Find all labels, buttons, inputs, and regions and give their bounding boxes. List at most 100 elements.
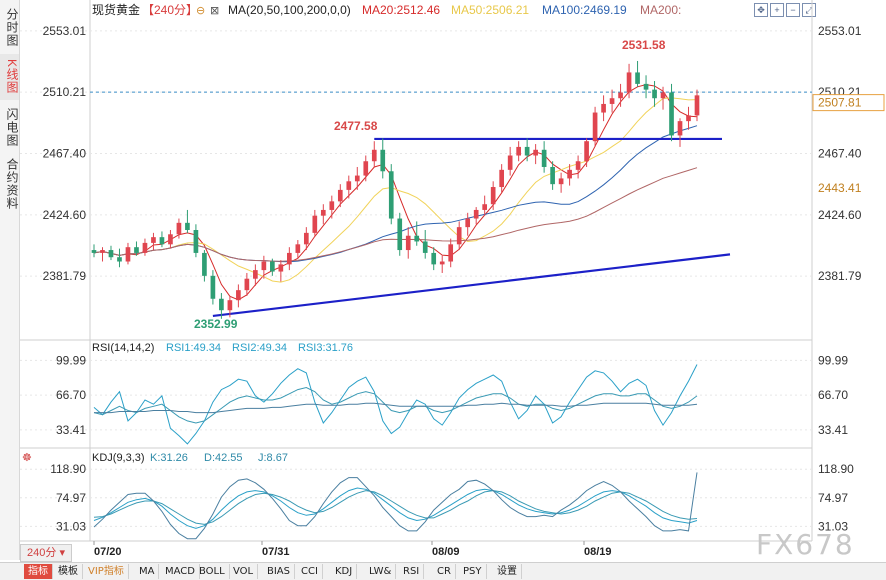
candle-body: [609, 98, 615, 104]
price-tick-right: 2467.40: [818, 147, 862, 161]
candle-body: [134, 247, 139, 253]
ma20-value: MA20:2512.46: [362, 3, 440, 17]
candle-body: [601, 103, 606, 113]
indicator-tab[interactable]: LW&: [365, 564, 397, 579]
indicator-tab-bar: 指标 模板 VIP指标 MA MACD BOLL VOL BIAS CCI KDJ LW& RSI CR…: [0, 562, 886, 580]
candle-body: [261, 261, 267, 271]
rsi-title: RSI(14,14,2): [92, 342, 154, 354]
candle-body: [533, 149, 538, 156]
candle-body: [337, 189, 343, 202]
indicator-tab[interactable]: RSI: [399, 564, 425, 579]
candle-body: [210, 275, 216, 299]
ma-label: MA(20,50,100,200,0,0): [228, 3, 351, 17]
price-tick-left: 2553.01: [43, 24, 87, 38]
price-tick-right: 2381.79: [818, 269, 862, 283]
chart-canvas[interactable]: 现货黄金 【240分】 ⊖ ⊠ MA(20,50,100,200,0,0) MA…: [0, 0, 886, 562]
chart-icon[interactable]: ⊠: [210, 5, 219, 17]
candle-body: [575, 161, 581, 170]
indicator-tab[interactable]: CCI: [297, 564, 323, 579]
period-select[interactable]: 240分 ▾: [20, 544, 72, 562]
candle-body: [677, 121, 683, 136]
kdj-tick-right: 31.03: [818, 519, 848, 533]
candle-body: [456, 227, 462, 245]
indicator-tab[interactable]: KDJ: [331, 564, 358, 579]
view-mode-rail: 分时图 K线图 闪电图 合约资料: [0, 0, 20, 560]
candle-body: [303, 232, 309, 245]
candle-body: [100, 250, 105, 253]
indicator-tab[interactable]: BOLL: [195, 564, 230, 579]
indicator-tab[interactable]: MA: [135, 564, 160, 579]
indicator-tab[interactable]: 模板: [54, 564, 83, 579]
indicator-tab[interactable]: VOL: [229, 564, 259, 579]
panel-frames: [20, 0, 813, 542]
ma200-value: MA200:: [640, 3, 681, 17]
candle-body: [354, 175, 360, 182]
moving-averages: [93, 84, 698, 301]
indicator-tab[interactable]: CR: [433, 564, 456, 579]
candle-body: [635, 72, 640, 84]
candle-body: [584, 141, 589, 162]
indicator-tab[interactable]: BIAS: [263, 564, 295, 579]
x-axis: 07/20 07/31 08/09 08/19: [93, 541, 612, 558]
candle-body: [405, 235, 411, 251]
watermark: FX678: [756, 528, 855, 561]
candle-body: [567, 169, 572, 179]
candle-body: [439, 261, 445, 265]
indicator-tab[interactable]: MACD: [161, 564, 200, 579]
low-annotation: 2352.99: [194, 317, 238, 331]
tab-contract-info[interactable]: 合约资料: [5, 158, 19, 210]
price-tick-right: 2553.01: [818, 24, 862, 38]
candle-body: [541, 149, 547, 167]
d-value: D:42.55: [204, 452, 243, 464]
last-price-tag: [812, 94, 885, 112]
candle-body: [287, 252, 292, 265]
rsi3-value: RSI3:31.76: [298, 342, 353, 354]
zoom-out-icon[interactable]: −: [786, 3, 800, 17]
tab-timeshare[interactable]: 分时图: [5, 7, 19, 47]
candle-body: [253, 270, 258, 279]
rsi-series-1: [93, 364, 698, 445]
rsi-y-axis: 99.99 99.99 66.70 66.70 33.41 33.41: [20, 353, 848, 437]
candle-body: [320, 209, 326, 216]
candle-body: [117, 257, 122, 262]
tab-flash[interactable]: 闪电图: [5, 107, 19, 147]
settings-icon[interactable]: ⊖: [196, 5, 205, 17]
move-icon[interactable]: ✥: [754, 3, 768, 17]
candle-body: [473, 209, 479, 219]
candle-body: [380, 149, 386, 172]
candle-body: [558, 178, 564, 185]
ma100-value: MA100:2469.19: [542, 3, 627, 17]
indicator-tab[interactable]: 指标: [24, 564, 53, 579]
candle-body: [482, 204, 488, 210]
candle-body: [507, 155, 513, 170]
kdj-tick-left: 74.97: [56, 491, 86, 505]
candle-body: [643, 83, 649, 90]
indicator-tab[interactable]: 设置: [493, 564, 522, 579]
kdj-settings-icon[interactable]: ☸: [22, 452, 32, 464]
candle-body: [686, 115, 691, 122]
rsi-lines: [93, 364, 698, 445]
candle-body: [448, 244, 454, 262]
support-trendline: [212, 253, 731, 318]
tab-kline[interactable]: K线图: [0, 54, 19, 100]
instrument-name: 现货黄金: [92, 2, 140, 17]
candles: [91, 60, 700, 319]
candle-body: [236, 290, 241, 301]
rsi-tick-right: 33.41: [818, 423, 848, 437]
price-tick-left: 2381.79: [43, 269, 87, 283]
candle-body: [142, 242, 148, 253]
candle-body: [660, 92, 666, 99]
price-tick-left: 2510.21: [43, 85, 87, 99]
trend-lines: [212, 137, 731, 318]
rsi-tick-right: 66.70: [818, 388, 848, 402]
rsi-tick-left: 33.41: [56, 423, 86, 437]
kdj-tick-right: 118.90: [818, 462, 854, 476]
price-tick-left: 2424.60: [43, 208, 87, 222]
kdj-tick-left: 31.03: [56, 519, 86, 533]
indicator-tab[interactable]: PSY: [459, 564, 487, 579]
zoom-in-icon[interactable]: +: [770, 3, 784, 17]
rsi-series-3: [94, 402, 698, 414]
indicator-tab[interactable]: VIP指标: [84, 564, 129, 579]
candle-body: [346, 181, 352, 190]
price-tick-right: 2424.60: [818, 208, 862, 222]
